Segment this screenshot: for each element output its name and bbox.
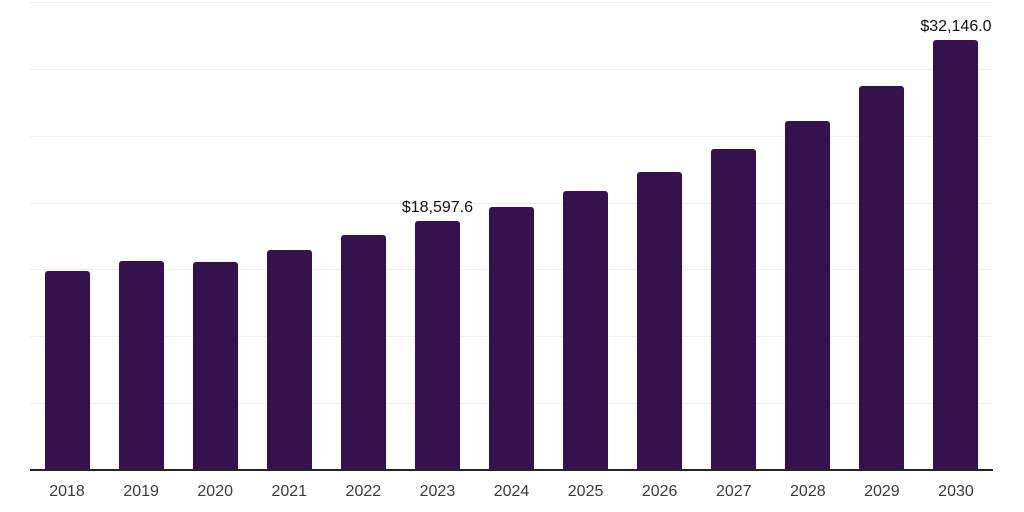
x-tick-label-2030: 2030	[938, 483, 974, 500]
bar-2030: $32,146.0	[920, 19, 992, 470]
bar-slot-2026	[623, 2, 697, 470]
bar-2024	[489, 206, 534, 470]
bar-slot-2030: $32,146.0	[919, 2, 993, 470]
x-tick-label-2027: 2027	[715, 483, 752, 500]
bars-row: $18,597.6 $32,146.0	[30, 2, 993, 470]
bar-2018	[44, 271, 90, 470]
data-label-2023: $18,597.6	[401, 199, 474, 217]
x-tick-label-2028: 2028	[790, 483, 826, 500]
bar-slot-2028	[771, 2, 845, 470]
bar-slot-2029	[845, 2, 919, 470]
bar-2027	[711, 149, 757, 470]
bar-2020	[192, 262, 238, 470]
x-tick-label-2021: 2021	[271, 483, 308, 500]
bar-2028	[785, 121, 831, 470]
plot-area: $18,597.6 $32,146.0	[30, 2, 993, 471]
bar-slot-2019	[104, 2, 178, 470]
bar-slot-2027	[697, 2, 771, 470]
x-tick-label-2023: 2023	[419, 483, 456, 500]
bar-2025	[563, 191, 609, 470]
x-tick-label-2018: 2018	[49, 483, 85, 500]
bar-2021	[266, 250, 312, 470]
x-axis-tick-labels: 2018 2019 2020 2021 2022 2023 2024 2025 2026 2027…	[30, 483, 993, 501]
x-tick-label-2029: 2029	[864, 483, 900, 500]
bar-slot-2025	[549, 2, 623, 470]
bar-2026	[637, 172, 683, 470]
x-tick-label-2022: 2022	[345, 483, 382, 500]
data-label-2030: $32,146.0	[920, 18, 992, 36]
bar-slot-2023: $18,597.6	[400, 2, 474, 470]
bar-slot-2024	[474, 2, 548, 470]
gridline-25000	[30, 135, 993, 137]
x-tick-label-2019: 2019	[123, 483, 159, 500]
x-tick-label-2026: 2026	[641, 483, 678, 500]
bar-2029	[859, 86, 905, 470]
x-tick-label-2020: 2020	[197, 483, 233, 500]
bar-2022	[340, 235, 386, 470]
bar-slot-2021	[252, 2, 326, 470]
bar-2019	[118, 261, 164, 470]
gridline-35000	[30, 2, 993, 3]
bar-slot-2020	[178, 2, 252, 470]
bar-slot-2022	[326, 2, 400, 470]
x-tick-label-2024: 2024	[493, 483, 530, 500]
bar-2023: $18,597.6	[402, 200, 473, 470]
bar-slot-2018	[30, 2, 104, 470]
gridline-30000	[30, 68, 993, 70]
x-axis-line	[30, 469, 993, 471]
x-tick-label-2025: 2025	[567, 483, 604, 500]
gridline-20000	[30, 202, 993, 204]
